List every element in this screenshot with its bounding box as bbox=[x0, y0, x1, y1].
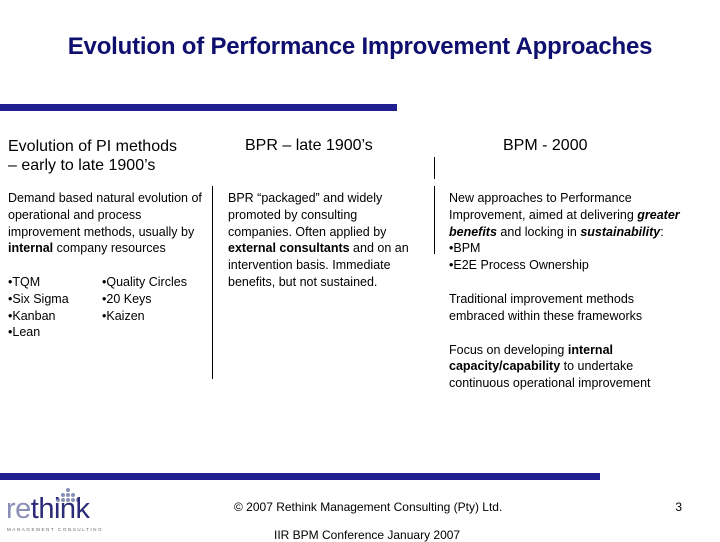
col1-intro-bold: internal bbox=[8, 241, 54, 256]
col3-p3-bold: internal capacity/capability bbox=[449, 342, 613, 374]
col1-intro-post: company resources bbox=[53, 241, 166, 256]
list-item: •BPM bbox=[449, 241, 481, 256]
list-item: •Quality Circles bbox=[102, 275, 187, 289]
col3-paragraph-3: Focus on developing internal capacity/ca… bbox=[449, 342, 681, 392]
footer-conference: IIR BPM Conference January 2007 bbox=[274, 528, 461, 542]
col2-text: BPR “packaged” and widely promoted by co… bbox=[228, 190, 420, 291]
col3-p1-post: : bbox=[660, 224, 664, 239]
column-divider-2-upper bbox=[434, 157, 435, 179]
col2-heading: BPR – late 1900’s bbox=[245, 137, 373, 154]
list-item: •E2E Process Ownership bbox=[449, 258, 589, 273]
list-item: •Kaizen bbox=[102, 308, 145, 323]
col1-list-left: •TQM •Six Sigma •Kanban •Lean bbox=[8, 274, 98, 341]
col3-p1-bold2: sustainability bbox=[580, 224, 661, 239]
col1-intro: Demand based natural evolution of operat… bbox=[8, 190, 213, 257]
col3-p1-pre: New approaches to Performance Improvemen… bbox=[449, 191, 638, 222]
col1-intro-pre: Demand based natural evolution of operat… bbox=[8, 191, 202, 239]
logo-text-think: think bbox=[30, 493, 90, 525]
col3-paragraph-1: New approaches to Performance Improvemen… bbox=[449, 190, 681, 240]
col2-text-post: and on an intervention basis. Immediate … bbox=[228, 241, 409, 289]
column-divider-2-lower bbox=[434, 186, 435, 254]
list-item: •Lean bbox=[8, 325, 41, 340]
slide-title: Evolution of Performance Improvement App… bbox=[67, 33, 653, 60]
list-item: •Six Sigma bbox=[8, 291, 69, 306]
col3-p1-mid: and locking in bbox=[496, 224, 581, 239]
column-divider-1 bbox=[212, 186, 213, 379]
page-number: 3 bbox=[675, 500, 682, 514]
list-item: •20 Keys bbox=[102, 291, 152, 306]
title-underline-bar bbox=[0, 104, 397, 111]
logo-tagline: MANAGEMENT CONSULTING bbox=[7, 527, 104, 532]
col3-text: New approaches to Performance Improvemen… bbox=[449, 190, 681, 392]
logo-dots-icon bbox=[56, 488, 80, 502]
rethink-logo: rethink MANAGEMENT CONSULTING bbox=[6, 486, 110, 536]
list-item: •Kanban bbox=[8, 308, 56, 323]
col1-list-right: •Quality Circles •20 Keys •Kaizen bbox=[102, 274, 212, 324]
col1-heading: Evolution of PI methods – early to late … bbox=[8, 137, 213, 175]
col1-heading-line1: Evolution of PI methods bbox=[8, 138, 177, 155]
col3-heading: BPM - 2000 bbox=[503, 137, 588, 154]
col3-p3-post: to undertake continuous operational impr… bbox=[449, 359, 651, 391]
logo-wordmark: rethink bbox=[6, 494, 90, 524]
col3-p1-bold1: greater benefits bbox=[449, 207, 680, 239]
col3-p3-pre: Focus on developing bbox=[449, 342, 568, 357]
col2-text-bold: external consultants bbox=[228, 241, 350, 256]
col1-heading-line2: – early to late 1900’s bbox=[8, 157, 156, 174]
col3-paragraph-2: Traditional improvement methods embraced… bbox=[449, 291, 643, 323]
col2-text-pre: BPR “packaged” and widely promoted by co… bbox=[228, 191, 387, 239]
footer-bar bbox=[0, 473, 600, 480]
logo-text-re: re bbox=[6, 493, 31, 525]
list-item: •TQM bbox=[8, 275, 41, 289]
footer-copyright: © 2007 Rethink Management Consulting (Pt… bbox=[234, 500, 503, 514]
